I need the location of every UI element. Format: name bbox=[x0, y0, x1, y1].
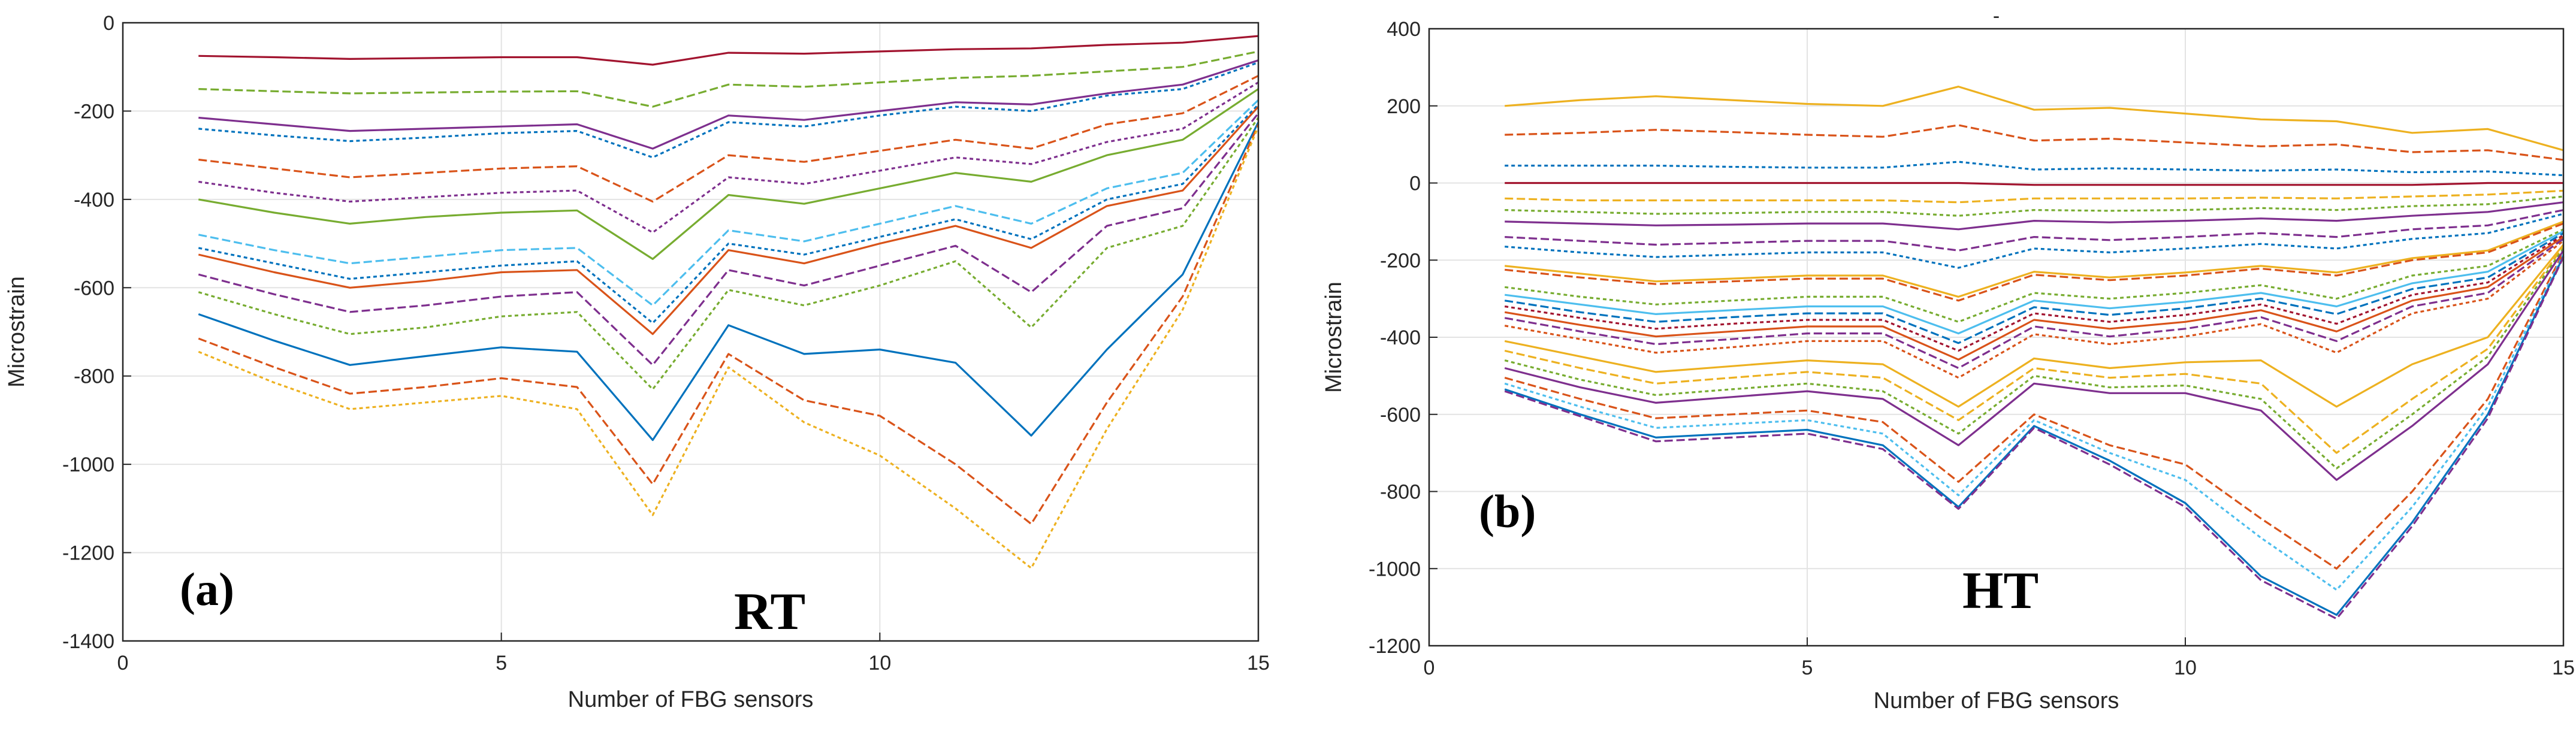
chart-b-svg: 0 5 10 15 400 200 0 -200 -400 -600 -800 -1000 -1200 -… bbox=[1321, 5, 2575, 713]
chart-b-series-s25 bbox=[1504, 256, 2565, 616]
chart-a-series-s6 bbox=[198, 81, 1259, 234]
chart-b-ytick-label: 400 bbox=[1387, 18, 1421, 41]
chart-a-series-s2 bbox=[198, 50, 1259, 108]
chart-b-ytick-label: -1200 bbox=[1369, 635, 1421, 658]
chart-a-xtick-label: 10 bbox=[868, 652, 891, 674]
chart-b-ylabel: Microstrain bbox=[1321, 282, 1346, 393]
chart-b-series-s3 bbox=[1505, 161, 2564, 177]
chart-a-condition-label: RT bbox=[734, 583, 805, 641]
chart-b-series-s23 bbox=[1504, 252, 2565, 570]
chart-b-xtick-label: 5 bbox=[1802, 657, 1813, 679]
chart-b-xlabel: Number of FBG sensors bbox=[1874, 688, 2119, 713]
chart-b-ytick-label: -400 bbox=[1380, 326, 1421, 349]
chart-panel-a: 0 5 10 15 0 -200 -400 -600 -800 -1000 -1200 -1400 Nu… bbox=[4, 12, 1270, 712]
chart-a-series-s3 bbox=[198, 61, 1259, 159]
chart-b-series-s26 bbox=[1504, 256, 2565, 620]
chart-b-ytick-label: -600 bbox=[1380, 404, 1421, 427]
chart-b-panel-label: (b) bbox=[1479, 485, 1536, 537]
chart-a-series-s9 bbox=[198, 104, 1260, 324]
chart-a-series-s5 bbox=[198, 75, 1259, 203]
chart-a-ytick-label: -600 bbox=[74, 277, 114, 300]
chart-a-ytick-label: -800 bbox=[74, 365, 114, 388]
chart-b-series-s2 bbox=[1505, 124, 2564, 161]
chart-b-series-s22 bbox=[1504, 250, 2565, 481]
chart-a-series-s4 bbox=[198, 59, 1259, 150]
chart-b-series-s1 bbox=[1505, 86, 2564, 152]
chart-b-series-s20 bbox=[1504, 246, 2565, 454]
chart-b-xtick-label: 0 bbox=[1424, 657, 1435, 679]
chart-a-ytick-label: -1200 bbox=[62, 542, 114, 565]
chart-a-series-s11 bbox=[198, 113, 1260, 366]
chart-a-series-s1 bbox=[198, 35, 1259, 66]
chart-b-series-s12 bbox=[1504, 228, 2564, 323]
chart-a-ylabel: Microstrain bbox=[4, 276, 29, 388]
chart-b-ytick-label: -200 bbox=[1380, 249, 1421, 272]
chart-b-series-s6 bbox=[1505, 195, 2564, 217]
chart-b-ytick-label: 0 bbox=[1409, 173, 1421, 195]
chart-a-xlabel: Number of FBG sensors bbox=[568, 687, 814, 712]
chart-a-ytick-label: -1000 bbox=[62, 453, 114, 476]
chart-b-series-s17 bbox=[1504, 238, 2564, 370]
chart-b-series-s11 bbox=[1505, 222, 2564, 302]
chart-a-ytick-label: -1400 bbox=[62, 630, 114, 653]
chart-b-ytick-label: 200 bbox=[1387, 95, 1421, 118]
chart-b-series-s14 bbox=[1504, 232, 2564, 344]
chart-a-ytick-label: -200 bbox=[74, 100, 114, 123]
chart-b-condition-label: HT bbox=[1962, 562, 2039, 620]
chart-a-series-s10 bbox=[198, 106, 1260, 335]
chart-b-xtick-label: 10 bbox=[2174, 657, 2197, 679]
chart-b-ytick-label: -1000 bbox=[1369, 558, 1421, 580]
chart-panel-b: 0 5 10 15 400 200 0 -200 -400 -600 -800 -1000 -1200 -… bbox=[1288, 0, 2576, 732]
chart-a-plot-area bbox=[123, 23, 1258, 641]
chart-b-title: - bbox=[1993, 5, 2000, 28]
chart-a-series-s15 bbox=[198, 126, 1260, 570]
chart-b-series-s19 bbox=[1504, 244, 2565, 408]
chart-a-axes-box bbox=[122, 22, 1260, 642]
chart-b-series-s4 bbox=[1505, 182, 2563, 186]
chart-a-series-s8 bbox=[198, 99, 1260, 307]
chart-b-series-s18 bbox=[1504, 240, 2564, 379]
chart-a-xtick-label: 15 bbox=[1247, 652, 1270, 674]
chart-b-ytick-label: -800 bbox=[1380, 481, 1421, 504]
chart-a-svg: 0 5 10 15 0 -200 -400 -600 -800 -1000 -1200 -1400 Nu… bbox=[4, 12, 1270, 712]
chart-b-series-s16 bbox=[1504, 236, 2564, 361]
chart-b-series-s8 bbox=[1505, 209, 2564, 252]
chart-b-series-s21 bbox=[1504, 247, 2565, 470]
chart-a-series-s7 bbox=[198, 88, 1259, 260]
chart-a-xtick-label: 0 bbox=[117, 652, 129, 674]
chart-b-series-s13 bbox=[1504, 230, 2564, 335]
chart-a-series-s13 bbox=[198, 122, 1260, 441]
chart-a-panel-label: (a) bbox=[180, 563, 234, 615]
chart-b-series-s5 bbox=[1505, 189, 2564, 204]
chart-b-series-s24 bbox=[1504, 253, 2565, 591]
chart-a-xtick-label: 5 bbox=[496, 652, 507, 674]
chart-b-xtick-label: 15 bbox=[2552, 657, 2575, 679]
chart-b-series-s7 bbox=[1505, 201, 2564, 231]
chart-b-series-s15 bbox=[1504, 234, 2564, 352]
chart-a-series-s14 bbox=[198, 123, 1260, 525]
chart-b-series-s10 bbox=[1505, 220, 2564, 298]
chart-a-ytick-label: 0 bbox=[103, 12, 114, 35]
chart-a-ytick-label: -400 bbox=[74, 189, 114, 211]
